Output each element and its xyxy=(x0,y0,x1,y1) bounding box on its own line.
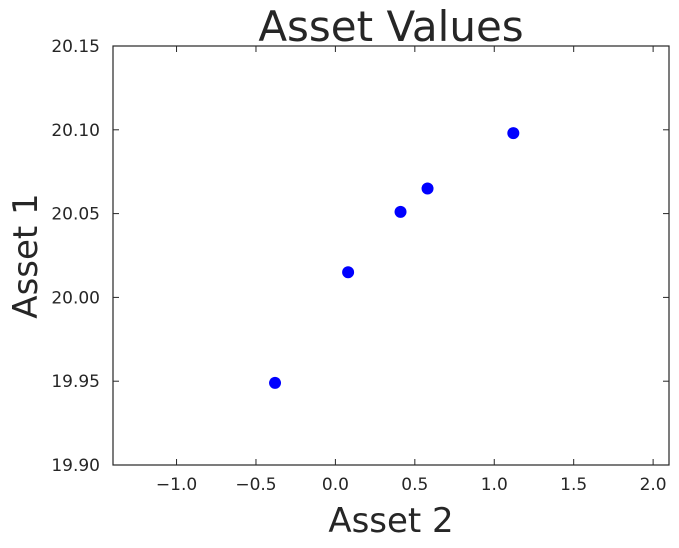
x-tick-label: 0.0 xyxy=(322,475,349,495)
y-tick-label: 20.10 xyxy=(51,121,100,141)
data-point xyxy=(394,205,407,218)
axis-ticks: −1.0 −0.5 0.0 0.5 1.0 1.5 2.0 19.90 19.95 20.00 20… xyxy=(51,37,669,495)
data-points xyxy=(269,127,520,389)
y-tick-label: 19.95 xyxy=(51,372,100,392)
chart-title: Asset Values xyxy=(258,2,523,51)
y-tick-label: 19.90 xyxy=(51,456,100,476)
x-tick-label: 1.0 xyxy=(481,475,508,495)
data-point xyxy=(507,127,520,140)
data-point xyxy=(269,376,282,389)
x-tick-label: 1.5 xyxy=(560,475,587,495)
y-tick-label: 20.05 xyxy=(51,205,100,225)
x-tick-label: 0.5 xyxy=(401,475,428,495)
x-tick-label: −0.5 xyxy=(235,475,276,495)
data-point xyxy=(421,182,434,195)
y-axis-label: Asset 1 xyxy=(6,193,46,318)
y-tick-label: 20.00 xyxy=(51,288,100,308)
data-point xyxy=(342,266,355,279)
x-tick-label: −1.0 xyxy=(156,475,197,495)
x-tick-label: 2.0 xyxy=(640,475,667,495)
y-tick-label: 20.15 xyxy=(51,37,100,57)
plot-frame xyxy=(112,45,670,466)
x-axis-label: Asset 2 xyxy=(328,501,453,541)
